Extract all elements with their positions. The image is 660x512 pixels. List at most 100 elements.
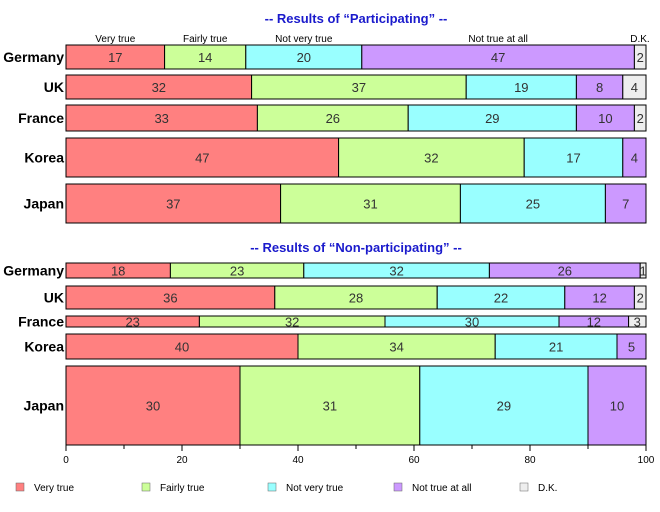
- bar-segment: [297, 333, 496, 360]
- data-label: 47: [195, 151, 209, 166]
- legend-label: D.K.: [538, 483, 557, 494]
- data-label: 47: [491, 50, 505, 65]
- bar-segment: [407, 104, 577, 132]
- data-label: 7: [622, 197, 629, 212]
- data-label: 32: [285, 315, 299, 330]
- data-label: 37: [352, 80, 366, 95]
- bar-segment: [164, 44, 247, 70]
- data-label: 40: [175, 340, 189, 355]
- data-label: 26: [326, 111, 340, 126]
- bar-segment: [251, 74, 467, 100]
- legend-label: Fairly true: [160, 483, 205, 494]
- legend-swatch: [141, 482, 151, 492]
- legend-swatch: [519, 482, 529, 492]
- data-label: 23: [125, 315, 139, 330]
- legend-swatch: [393, 482, 403, 492]
- data-label: 36: [163, 291, 177, 306]
- data-label: 31: [363, 197, 377, 212]
- bar-segment: [523, 137, 624, 178]
- bar-segment: [639, 262, 647, 279]
- country-label: Germany: [3, 263, 64, 279]
- data-label: 23: [230, 264, 244, 279]
- data-label: 2: [637, 291, 644, 306]
- x-axis: 0 20 40 60 80 100: [63, 444, 655, 466]
- x-tick-label: 40: [292, 455, 304, 466]
- column-head: Fairly true: [183, 34, 228, 45]
- data-label: 29: [497, 399, 511, 414]
- data-label: 37: [166, 197, 180, 212]
- data-label: 29: [485, 111, 499, 126]
- bar-segment: [65, 104, 258, 132]
- bar-row: UK 36 28 22 12 2: [44, 285, 647, 310]
- column-head: Not very true: [275, 34, 333, 45]
- bar-row: France 33 26 29 10 2: [18, 104, 647, 132]
- data-label: 12: [592, 291, 606, 306]
- data-label: 3: [634, 315, 641, 330]
- data-label: 30: [146, 399, 160, 414]
- data-label: 2: [637, 50, 644, 65]
- bar-row: Germany 18 23 32 26 1: [3, 262, 647, 279]
- country-label: UK: [44, 290, 64, 306]
- data-label: 28: [349, 291, 363, 306]
- country-label: Korea: [24, 339, 64, 355]
- bar-segment: [575, 74, 624, 100]
- x-tick-label: 100: [638, 455, 655, 466]
- data-label: 12: [587, 315, 601, 330]
- country-label: France: [18, 314, 64, 330]
- column-head: Not true at all: [468, 34, 527, 45]
- data-label: 26: [558, 264, 572, 279]
- bar-segment: [256, 104, 409, 132]
- data-label: 10: [598, 111, 612, 126]
- panel-title: -- Results of “Non-participating” --: [250, 240, 462, 255]
- data-label: 31: [323, 399, 337, 414]
- data-label: 18: [111, 264, 125, 279]
- data-label: 22: [494, 291, 508, 306]
- x-tick-label: 0: [63, 455, 69, 466]
- bar-segment: [245, 44, 363, 70]
- panel-2: -- Results of “Non-participating” -- Germ…: [3, 240, 647, 446]
- country-label: Japan: [24, 398, 64, 414]
- legend-swatch: [15, 482, 25, 492]
- country-label: Japan: [24, 196, 64, 212]
- legend-label: Not true at all: [412, 483, 471, 494]
- bar-segment: [65, 183, 282, 224]
- bar-segment: [65, 333, 299, 360]
- bar-segment: [633, 104, 647, 132]
- data-label: 30: [465, 315, 479, 330]
- bar-segment: [633, 285, 647, 310]
- bar-segment: [616, 333, 647, 360]
- bar-row: Germany 17 14 20 47 2: [3, 44, 647, 70]
- bar-segment: [587, 365, 647, 446]
- data-label: 21: [549, 340, 563, 355]
- data-label: 17: [566, 151, 580, 166]
- column-head: D.K.: [630, 34, 649, 45]
- bar-segment: [65, 365, 241, 446]
- bar-segment: [628, 315, 647, 328]
- data-label: 4: [631, 151, 638, 166]
- data-label: 2: [637, 111, 644, 126]
- legend-swatch: [267, 482, 277, 492]
- data-label: 25: [526, 197, 540, 212]
- data-label: 5: [628, 340, 635, 355]
- bar-segment: [65, 74, 253, 100]
- bar-row: Korea 40 34 21 5: [24, 333, 647, 360]
- bar-row: France 23 32 30 12 3: [18, 314, 647, 330]
- country-label: UK: [44, 79, 64, 95]
- bar-segment: [633, 44, 647, 70]
- bar-row: Japan 30 31 29 10: [24, 365, 647, 446]
- data-label: 34: [389, 340, 403, 355]
- bar-row: UK 32 37 19 8 4: [44, 74, 647, 100]
- bar-segment: [622, 137, 647, 178]
- bar-row: Japan 37 31 25 7: [24, 183, 647, 224]
- data-label: 32: [389, 264, 403, 279]
- bar-segment: [239, 365, 421, 446]
- legend-label: Not very true: [286, 483, 344, 494]
- panel-title: -- Results of “Participating” --: [265, 11, 448, 26]
- bar-segment: [465, 74, 577, 100]
- x-tick-label: 60: [408, 455, 420, 466]
- bar-segment: [622, 74, 647, 100]
- data-label: 20: [297, 50, 311, 65]
- bar-row: Korea 47 32 17 4: [24, 137, 647, 178]
- data-label: 14: [198, 50, 212, 65]
